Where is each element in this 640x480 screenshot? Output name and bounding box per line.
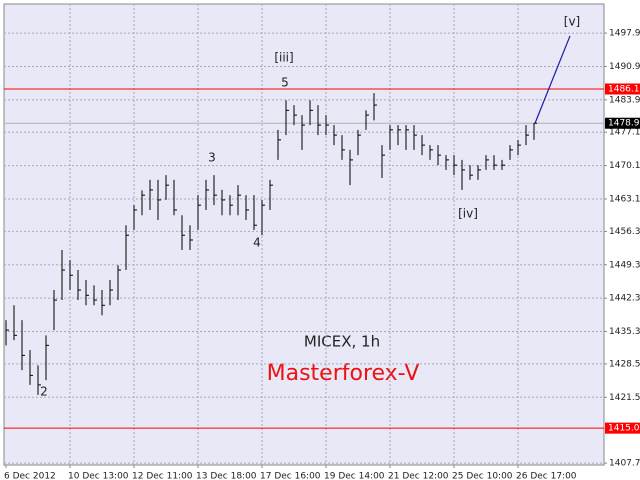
projection-line — [534, 35, 571, 124]
chart-title: MICEX, 1h — [304, 333, 380, 351]
wave-label: 4 — [253, 236, 261, 250]
y-tick-label: 1470.10 — [609, 161, 640, 171]
y-tick-label: 1456.30 — [609, 227, 640, 237]
y-tick-label: 1483.90 — [609, 95, 640, 105]
x-tick-label: 17 Dec 16:00 — [260, 472, 321, 480]
y-tick-label: 1449.30 — [609, 260, 640, 270]
y-tick-label: 1428.50 — [609, 359, 640, 369]
x-tick-label: 26 Dec 17:00 — [516, 472, 577, 480]
level-label-box — [605, 117, 640, 129]
x-tick-label: 25 Dec 10:00 — [452, 472, 513, 480]
x-tick-label: 6 Dec 2012 — [4, 472, 56, 480]
wave-label: 2 — [40, 385, 48, 399]
y-tick-label: 1442.30 — [609, 294, 640, 304]
level-label-box — [605, 422, 640, 434]
y-tick-label: 1497.90 — [609, 29, 640, 39]
level-label: 1415.03 — [608, 424, 640, 434]
watermark: Masterforex-V — [267, 361, 420, 386]
y-tick-label: 1477.10 — [609, 128, 640, 138]
y-tick-label: 1407.70 — [609, 459, 640, 469]
y-tick-label: 1421.50 — [609, 393, 640, 403]
x-tick-label: 19 Dec 14:00 — [324, 472, 385, 480]
wave-label: [iii] — [274, 51, 293, 65]
wave-label: [iv] — [458, 207, 478, 221]
level-label: 1478.99 — [608, 119, 640, 129]
level-label-box — [605, 83, 640, 95]
y-tick-label: 1490.90 — [609, 62, 640, 72]
wave-label: 3 — [208, 151, 216, 165]
level-label: 1486.17 — [608, 85, 640, 95]
y-tick-label: 1463.10 — [609, 194, 640, 204]
y-tick-label: 1435.30 — [609, 327, 640, 337]
x-tick-label: 10 Dec 13:00 — [68, 472, 129, 480]
wave-label: [v] — [564, 15, 580, 29]
x-tick-label: 13 Dec 18:00 — [196, 472, 257, 480]
x-tick-label: 12 Dec 11:00 — [132, 472, 193, 480]
plot-area — [3, 3, 605, 466]
x-tick-label: 21 Dec 12:00 — [388, 472, 449, 480]
wave-label: 5 — [281, 76, 289, 90]
